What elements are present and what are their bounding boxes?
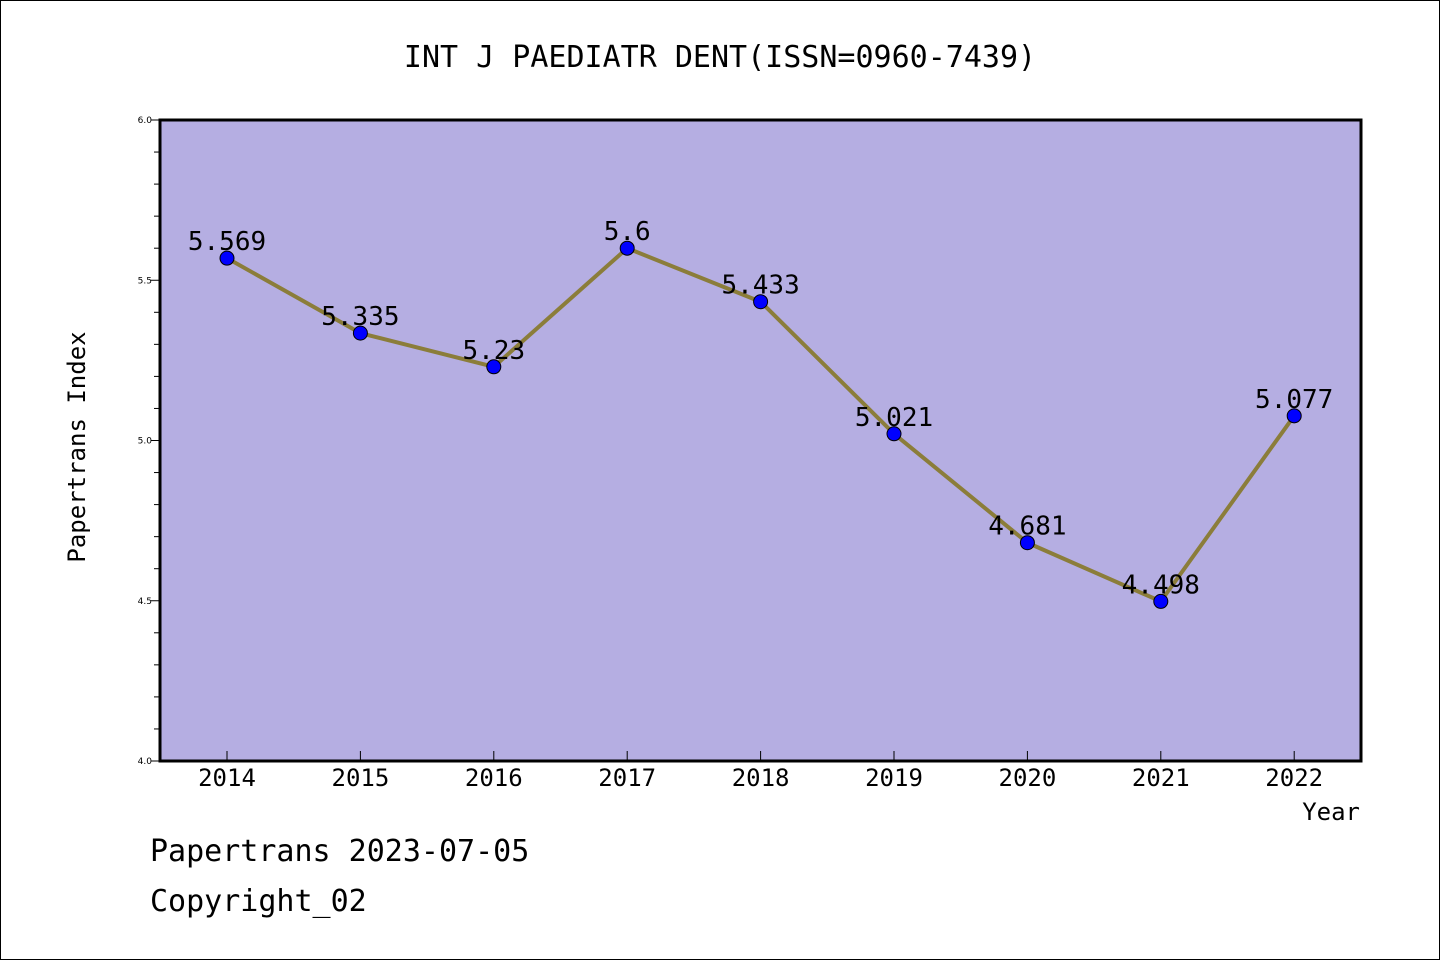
data-point	[1019, 535, 1035, 551]
data-point	[886, 426, 902, 442]
data-point	[1153, 593, 1169, 609]
data-label: 5.021	[855, 403, 933, 433]
data-label: 4.498	[1122, 570, 1200, 600]
x-axis: 2014 2015 2016 2017 2018 2019 2020 2021 2022	[198, 751, 1323, 792]
y-tick-label: 5.5	[138, 276, 152, 286]
data-label: 5.077	[1255, 385, 1333, 415]
x-tick-label: 2020	[999, 764, 1057, 792]
y-axis-label: Papertrans Index	[63, 331, 91, 562]
footer-date-text: Papertrans 2023-07-05	[150, 834, 530, 869]
data-label: 5.335	[321, 302, 399, 332]
x-tick-label: 2018	[732, 764, 790, 792]
y-tick-label: 6.0	[138, 116, 153, 126]
data-point	[619, 240, 635, 256]
x-tick-label: 2019	[865, 764, 923, 792]
data-point	[753, 294, 769, 310]
data-point	[1286, 408, 1302, 424]
footer-copyright-text: Copyright_02	[150, 884, 367, 919]
data-label: 5.569	[188, 227, 266, 257]
data-label: 5.23	[462, 336, 525, 366]
plot-area	[158, 118, 1363, 763]
x-tick-label: 2022	[1265, 764, 1323, 792]
x-tick-label: 2017	[598, 764, 656, 792]
data-point	[219, 250, 235, 266]
chart-title: INT J PAEDIATR DENT(ISSN=0960-7439)	[404, 40, 1036, 75]
x-axis-label: Year	[1302, 798, 1360, 826]
data-label: 4.681	[988, 512, 1066, 542]
x-tick-label: 2016	[465, 764, 523, 792]
series-group: 5.569 5.335 5.23 5.6 5.433 5.021 4.681 4.498 5.0…	[188, 217, 1333, 609]
x-tick-label: 2015	[332, 764, 390, 792]
y-tick-label: 4.5	[138, 597, 152, 607]
y-tick-label: 4.0	[138, 757, 153, 767]
y-tick-label: 5.0	[138, 437, 153, 447]
data-label: 5.433	[721, 271, 799, 301]
x-tick-label: 2021	[1132, 764, 1190, 792]
data-point	[352, 325, 368, 341]
y-axis: 4.0 4.5 5.0 5.5 6.0	[138, 116, 160, 767]
data-label: 5.6	[604, 217, 651, 247]
x-tick-label: 2014	[198, 764, 256, 792]
data-point	[486, 359, 502, 375]
